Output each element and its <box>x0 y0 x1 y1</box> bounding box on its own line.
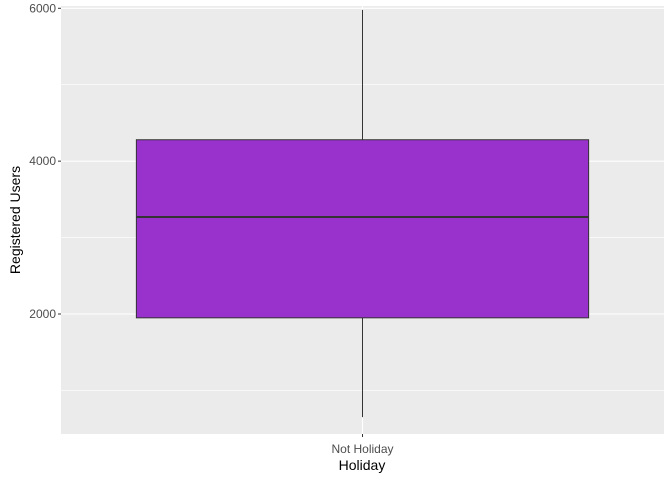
y-axis-title: Registered Users <box>7 166 23 274</box>
y-tick-label: 2000 <box>29 307 56 321</box>
y-tick-label: 4000 <box>29 154 56 168</box>
box-iqr <box>135 139 590 319</box>
y-tick-label: 6000 <box>29 1 56 15</box>
box-marks <box>135 9 590 418</box>
x-axis-title: Holiday <box>339 457 386 473</box>
x-tick-label: Not Holiday <box>331 442 393 456</box>
x-axis: Not Holiday <box>331 434 394 456</box>
y-axis: 2000 4000 6000 <box>29 1 61 321</box>
